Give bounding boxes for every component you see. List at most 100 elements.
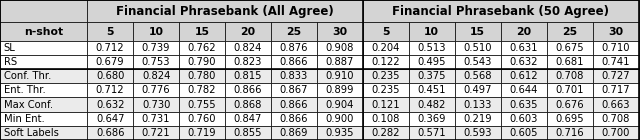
- Bar: [225, 22, 271, 41]
- Text: 0.753: 0.753: [142, 57, 170, 67]
- Bar: [271, 55, 317, 69]
- Text: 0.869: 0.869: [280, 128, 308, 138]
- Bar: [363, 126, 409, 140]
- Text: 0.681: 0.681: [556, 57, 584, 67]
- Text: 0.900: 0.900: [326, 114, 354, 124]
- Text: 0.495: 0.495: [417, 57, 446, 67]
- Text: 0.510: 0.510: [463, 43, 492, 53]
- Bar: [225, 83, 271, 97]
- Bar: [0, 22, 87, 41]
- Bar: [500, 22, 547, 41]
- Text: 0.782: 0.782: [188, 85, 216, 95]
- Text: 0.867: 0.867: [280, 85, 308, 95]
- Text: Soft Labels: Soft Labels: [4, 128, 59, 138]
- Bar: [87, 0, 363, 22]
- Bar: [133, 83, 179, 97]
- Bar: [87, 112, 133, 126]
- Bar: [409, 69, 455, 83]
- Bar: [409, 83, 455, 97]
- Bar: [455, 126, 500, 140]
- Bar: [133, 69, 179, 83]
- Bar: [317, 112, 363, 126]
- Bar: [593, 55, 639, 69]
- Bar: [133, 55, 179, 69]
- Text: 0.833: 0.833: [280, 71, 308, 81]
- Text: 0.675: 0.675: [556, 43, 584, 53]
- Text: RS: RS: [4, 57, 17, 67]
- Bar: [271, 126, 317, 140]
- Bar: [409, 126, 455, 140]
- Text: 0.122: 0.122: [372, 57, 400, 67]
- Bar: [0, 0, 87, 22]
- Text: 0.899: 0.899: [326, 85, 354, 95]
- Bar: [0, 112, 87, 126]
- Text: 0.755: 0.755: [188, 100, 216, 109]
- Bar: [133, 41, 179, 55]
- Text: 0.605: 0.605: [509, 128, 538, 138]
- Bar: [455, 69, 500, 83]
- Bar: [363, 112, 409, 126]
- Text: 0.108: 0.108: [372, 114, 400, 124]
- Text: 0.451: 0.451: [417, 85, 446, 95]
- Bar: [271, 69, 317, 83]
- Bar: [455, 112, 500, 126]
- Text: 0.824: 0.824: [234, 43, 262, 53]
- Text: 0.235: 0.235: [372, 71, 400, 81]
- Text: 0.731: 0.731: [142, 114, 170, 124]
- Bar: [133, 97, 179, 112]
- Text: 0.866: 0.866: [234, 85, 262, 95]
- Text: 0.866: 0.866: [280, 114, 308, 124]
- Text: 0.739: 0.739: [142, 43, 170, 53]
- Bar: [547, 97, 593, 112]
- Bar: [547, 41, 593, 55]
- Text: 0.497: 0.497: [463, 85, 492, 95]
- Text: 0.721: 0.721: [142, 128, 170, 138]
- Text: 0.730: 0.730: [142, 100, 170, 109]
- Bar: [593, 97, 639, 112]
- Bar: [409, 22, 455, 41]
- Bar: [547, 83, 593, 97]
- Text: 0.235: 0.235: [372, 85, 400, 95]
- Text: 0.644: 0.644: [509, 85, 538, 95]
- Text: 0.780: 0.780: [188, 71, 216, 81]
- Bar: [409, 112, 455, 126]
- Bar: [547, 126, 593, 140]
- Text: 0.760: 0.760: [188, 114, 216, 124]
- Bar: [363, 83, 409, 97]
- Text: 0.568: 0.568: [463, 71, 492, 81]
- Bar: [225, 112, 271, 126]
- Text: 0.571: 0.571: [417, 128, 446, 138]
- Bar: [500, 55, 547, 69]
- Bar: [593, 41, 639, 55]
- Bar: [455, 97, 500, 112]
- Bar: [133, 126, 179, 140]
- Bar: [455, 55, 500, 69]
- Text: Min Ent.: Min Ent.: [4, 114, 45, 124]
- Text: 0.712: 0.712: [96, 43, 124, 53]
- Bar: [317, 22, 363, 41]
- Bar: [409, 97, 455, 112]
- Bar: [179, 112, 225, 126]
- Bar: [363, 41, 409, 55]
- Text: 0.790: 0.790: [188, 57, 216, 67]
- Bar: [271, 112, 317, 126]
- Bar: [271, 97, 317, 112]
- Text: 0.855: 0.855: [234, 128, 262, 138]
- Text: 0.603: 0.603: [509, 114, 538, 124]
- Bar: [593, 69, 639, 83]
- Bar: [271, 41, 317, 55]
- Bar: [179, 69, 225, 83]
- Bar: [593, 22, 639, 41]
- Text: 0.904: 0.904: [326, 100, 354, 109]
- Text: 0.686: 0.686: [96, 128, 124, 138]
- Bar: [179, 55, 225, 69]
- Bar: [225, 126, 271, 140]
- Bar: [87, 83, 133, 97]
- Text: 25: 25: [286, 26, 301, 37]
- Bar: [179, 97, 225, 112]
- Bar: [317, 69, 363, 83]
- Text: 0.121: 0.121: [372, 100, 400, 109]
- Bar: [87, 41, 133, 55]
- Text: 0.133: 0.133: [463, 100, 492, 109]
- Text: Conf. Thr.: Conf. Thr.: [4, 71, 51, 81]
